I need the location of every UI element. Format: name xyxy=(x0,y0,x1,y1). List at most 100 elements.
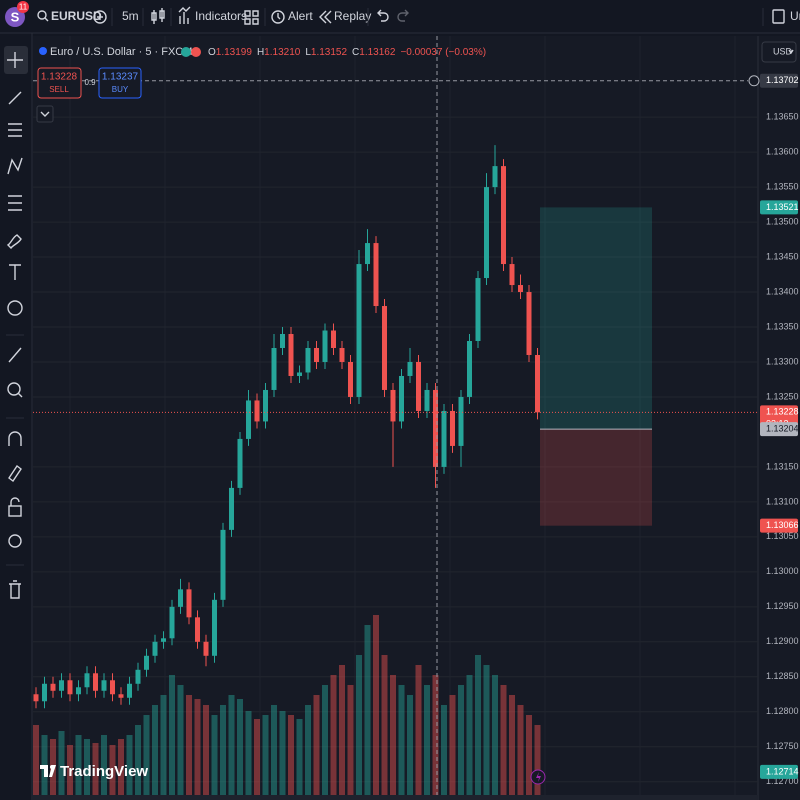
volume-bar xyxy=(509,695,515,795)
volume-bar xyxy=(330,675,337,795)
sell-button[interactable] xyxy=(37,67,82,99)
volume-bar xyxy=(262,715,269,795)
candle-body xyxy=(178,589,183,607)
volume-bar xyxy=(194,699,201,795)
logo-mark xyxy=(50,765,54,769)
candle-body xyxy=(322,330,328,362)
candle-body xyxy=(220,529,226,600)
candle-body xyxy=(246,400,251,439)
volume-bar xyxy=(92,743,99,795)
collapse-legend[interactable] xyxy=(36,105,54,123)
volume-bar xyxy=(177,685,184,795)
volume-bar xyxy=(458,685,464,795)
candle-body xyxy=(407,361,413,376)
volume-bar xyxy=(109,745,116,795)
buy-button[interactable] xyxy=(98,67,142,99)
top-toolbar: S 11 EURUSD 5m Indicators Alert Replay U… xyxy=(5,1,800,27)
volume-bar xyxy=(381,655,388,795)
volume-bar xyxy=(398,685,405,795)
volume-bar xyxy=(254,719,260,795)
candle-body xyxy=(518,285,523,293)
crosshair-tool[interactable] xyxy=(7,52,23,68)
volume-bar xyxy=(169,675,175,795)
interval[interactable]: 5m xyxy=(122,9,139,23)
ohlc-label: H xyxy=(257,47,264,58)
undo-button[interactable] xyxy=(377,9,389,22)
ohlc-label: O xyxy=(208,47,216,58)
price-label: 1.12714 xyxy=(766,766,799,776)
stay-drawing-tool[interactable] xyxy=(8,464,22,483)
indicators-button[interactable]: Indicators xyxy=(195,9,247,23)
brush-tool[interactable] xyxy=(6,234,22,250)
volume-bar xyxy=(466,675,473,795)
forecast-tool[interactable] xyxy=(8,195,22,211)
buy-label: BUY xyxy=(112,85,129,94)
zoom-tool[interactable] xyxy=(7,382,21,396)
volume-bar xyxy=(432,675,439,795)
add-symbol[interactable] xyxy=(93,10,107,24)
left-toolbar xyxy=(4,46,28,599)
symbol[interactable]: EURUSD xyxy=(51,9,102,23)
candle-body xyxy=(101,680,107,691)
templates-icon[interactable] xyxy=(244,10,259,25)
ohlc-value: 1.13199 xyxy=(216,47,253,58)
user-menu[interactable]: Ur xyxy=(790,9,800,23)
change: −0.00037 (−0.03%) xyxy=(400,47,486,58)
chart-type-icon[interactable] xyxy=(151,8,165,24)
candle-body xyxy=(356,264,362,397)
volume-bar xyxy=(305,705,311,795)
candle-body xyxy=(331,330,336,348)
fib-tool[interactable] xyxy=(8,123,22,137)
candle-body xyxy=(127,683,132,698)
alert-icon xyxy=(271,10,285,24)
collapse-icon xyxy=(40,111,50,117)
candle-body xyxy=(152,641,158,656)
candle-body xyxy=(76,687,81,695)
candle-body xyxy=(144,655,149,670)
legend-title: Euro / U.S. Dollar · 5 · FXCM xyxy=(50,46,192,58)
candle-body xyxy=(237,438,243,488)
measure-tool[interactable] xyxy=(8,347,22,363)
candle-body xyxy=(373,243,379,307)
hide-tool[interactable] xyxy=(8,534,22,548)
candle-body xyxy=(169,606,175,639)
currency-caret xyxy=(788,49,794,55)
candle-body xyxy=(526,292,532,355)
candle-body xyxy=(492,166,498,188)
pattern-tool[interactable] xyxy=(7,157,23,175)
currency: USD xyxy=(773,46,793,56)
logo-text: TradingView xyxy=(60,763,148,780)
price-label: 1.13066 xyxy=(766,520,799,530)
volume-bar xyxy=(364,625,371,795)
candle-body xyxy=(271,347,277,390)
y-tick-label: 1.12750 xyxy=(766,741,799,751)
y-tick-label: 1.12800 xyxy=(766,706,799,716)
volume-bar xyxy=(228,695,235,795)
lock-tool[interactable] xyxy=(8,505,22,517)
candle-body xyxy=(93,673,98,691)
candle-body xyxy=(501,166,506,265)
layout-icon[interactable] xyxy=(772,9,785,24)
alert-button[interactable]: Alert xyxy=(288,9,313,23)
candle-body xyxy=(382,306,387,390)
text-tool[interactable] xyxy=(9,264,21,280)
redo-button[interactable] xyxy=(397,9,409,22)
add-symbol-icon xyxy=(97,14,103,20)
magnet-tool[interactable] xyxy=(8,431,22,446)
volume-bar xyxy=(126,735,133,795)
replay-button[interactable]: Replay xyxy=(334,9,371,23)
volume-bar xyxy=(356,655,362,795)
y-tick-label: 1.13650 xyxy=(766,112,799,122)
candle-body xyxy=(59,680,64,691)
trend-line-tool[interactable] xyxy=(8,91,22,105)
emoji-tool[interactable] xyxy=(7,300,23,316)
candle-body xyxy=(475,278,481,341)
candle-body xyxy=(288,334,294,376)
delete-tool[interactable] xyxy=(9,580,21,599)
profit-zone xyxy=(540,207,652,430)
volume-bar xyxy=(75,735,82,795)
volume-bar xyxy=(143,715,150,795)
candle-body xyxy=(458,396,464,446)
currency-button[interactable] xyxy=(761,41,797,63)
volume-bar xyxy=(237,699,243,795)
